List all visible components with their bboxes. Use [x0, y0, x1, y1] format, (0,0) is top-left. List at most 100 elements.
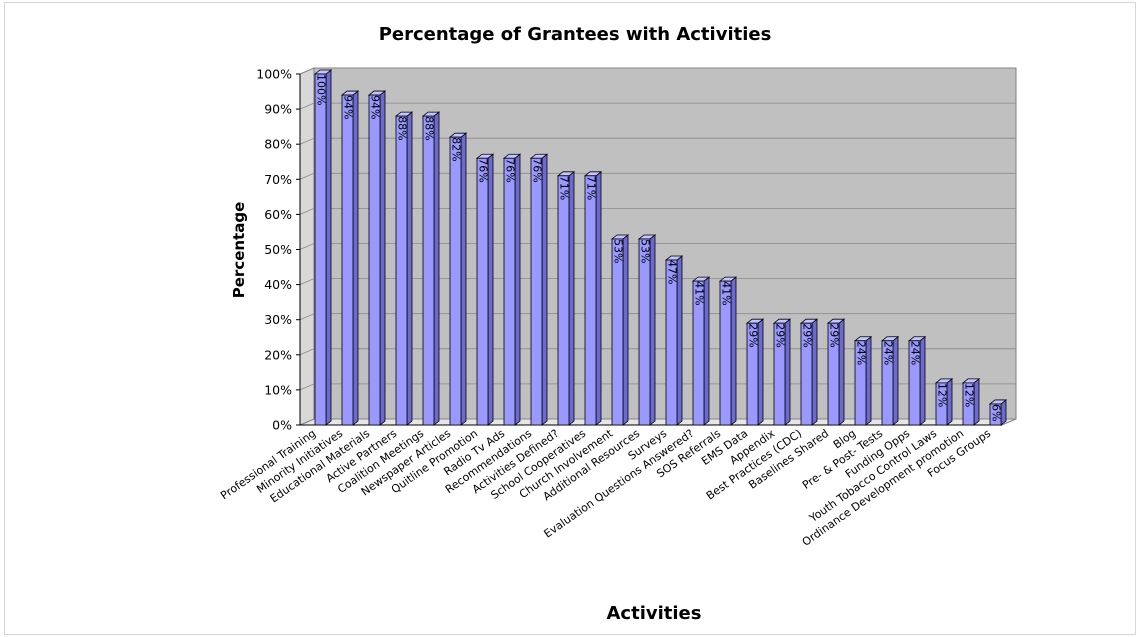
y-tick-label: 50%: [264, 242, 292, 257]
bar: [745, 318, 765, 426]
bar: [799, 318, 819, 426]
bar-front: [854, 340, 867, 426]
gridline-diagonal: [299, 137, 315, 145]
data-label: 24%: [909, 341, 922, 365]
bar-front: [800, 322, 813, 426]
bar: [529, 153, 549, 426]
gridline-diagonal: [299, 383, 315, 391]
y-axis-title: Percentage: [230, 202, 248, 299]
data-label: 76%: [504, 158, 517, 182]
bar: [637, 234, 657, 426]
gridline-diagonal: [299, 418, 315, 426]
y-tick-label: 40%: [264, 277, 292, 292]
bar: [421, 111, 441, 426]
data-label: 29%: [747, 323, 760, 347]
bar-front: [422, 115, 435, 426]
gridline-diagonal: [299, 243, 315, 250]
bar-front: [638, 238, 651, 426]
bars: [313, 69, 1008, 426]
bar-front: [476, 157, 489, 426]
bar-side: [379, 90, 386, 426]
bar-front: [935, 382, 948, 426]
data-label: 53%: [612, 239, 625, 263]
bar-front: [881, 340, 894, 426]
bar-front: [962, 382, 975, 426]
bar-side: [541, 153, 548, 426]
bar: [664, 255, 684, 426]
bar-front: [449, 136, 462, 426]
data-label: 94%: [369, 95, 382, 119]
bar: [313, 69, 333, 426]
data-label: 71%: [585, 176, 598, 200]
gridline-diagonal: [299, 172, 315, 180]
y-tick-label: 10%: [264, 382, 292, 397]
bar: [691, 276, 711, 426]
data-label: 88%: [423, 116, 436, 140]
y-tick-label: 0%: [272, 418, 292, 433]
data-label: 94%: [342, 95, 355, 119]
bar-side: [325, 69, 332, 426]
bar: [556, 170, 576, 426]
bar-front: [584, 175, 597, 426]
bar-front: [611, 238, 624, 426]
bar: [502, 153, 522, 426]
bar: [880, 335, 900, 426]
gridline-diagonal: [299, 208, 315, 215]
data-label: 29%: [828, 323, 841, 347]
bar-side: [595, 170, 602, 426]
data-label: 12%: [963, 383, 976, 407]
y-tick-label: 70%: [264, 172, 292, 187]
bar: [907, 335, 927, 426]
bar-front: [341, 94, 354, 426]
bar-front: [368, 94, 381, 426]
bar-front: [989, 403, 1002, 426]
data-label: 12%: [936, 383, 949, 407]
y-tick-label: 100%: [256, 67, 292, 82]
x-axis-title: Activities: [607, 603, 702, 624]
bar: [475, 153, 495, 426]
bar-front: [530, 157, 543, 426]
bar-front: [503, 157, 516, 426]
data-label: 41%: [720, 281, 733, 305]
chart-title: Percentage of Grantees with Activities: [379, 24, 772, 45]
bar-side: [622, 234, 629, 426]
bar: [367, 90, 387, 426]
data-label: 29%: [774, 323, 787, 347]
bar: [394, 111, 414, 426]
y-tick-label: 20%: [264, 347, 292, 362]
bar-side: [406, 111, 413, 426]
bar: [583, 170, 603, 426]
data-label: 88%: [396, 116, 409, 140]
gridline-diagonal: [299, 67, 315, 75]
bar-front: [692, 280, 705, 426]
bar-front: [665, 259, 678, 426]
gridline-diagonal: [299, 313, 315, 321]
bar-side: [460, 132, 467, 426]
data-label: 100%: [315, 74, 328, 105]
data-label: 82%: [450, 137, 463, 161]
bar-side: [487, 153, 494, 426]
data-label: 24%: [855, 341, 868, 365]
data-label: 41%: [693, 281, 706, 305]
bar-front: [827, 322, 840, 426]
data-label: 53%: [639, 239, 652, 263]
bar-side: [514, 153, 521, 426]
y-tick-label: 60%: [264, 207, 292, 222]
data-label: 47%: [666, 260, 679, 284]
y-tick-label: 30%: [264, 312, 292, 327]
gridline-diagonal: [299, 348, 315, 356]
bar: [718, 276, 738, 426]
bar: [853, 335, 873, 426]
data-label: 24%: [882, 341, 895, 365]
bar-front: [773, 322, 786, 426]
bar-side: [568, 170, 575, 426]
bar: [934, 378, 954, 426]
bar: [988, 399, 1008, 426]
bar: [772, 318, 792, 426]
bar: [340, 90, 360, 426]
bar: [448, 132, 468, 426]
bar-side: [649, 234, 656, 426]
bar: [610, 234, 630, 426]
bar-front: [395, 115, 408, 426]
